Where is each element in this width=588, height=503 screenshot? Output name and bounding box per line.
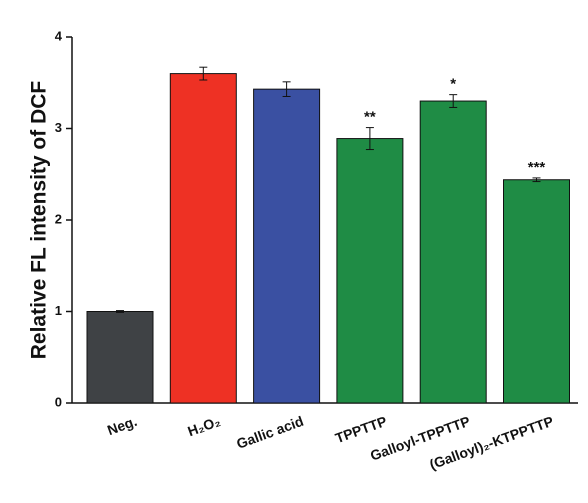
y-tick-label: 3: [55, 120, 62, 135]
error-bar: [282, 81, 291, 97]
y-tick-label: 0: [55, 394, 62, 409]
bar: [503, 179, 570, 404]
bar: [86, 311, 154, 404]
bar: [169, 73, 237, 404]
error-bar: [116, 310, 124, 313]
x-tick-label: TPPTTP: [333, 413, 389, 446]
significance-label: **: [364, 109, 376, 126]
x-tick-label: Gallic acid: [234, 413, 305, 452]
x-tick-label: Neg.: [105, 413, 139, 438]
y-tick-label: 1: [55, 303, 62, 318]
y-tick-label: 2: [55, 211, 62, 226]
significance-label: *: [450, 76, 456, 93]
bar: [253, 88, 321, 404]
bar: [336, 138, 404, 404]
significance-label: ***: [528, 159, 546, 176]
error-bar: [449, 94, 458, 108]
y-axis-title: Relative FL intensity of DCF: [28, 81, 51, 360]
bar: [419, 100, 487, 404]
error-bar: [365, 127, 374, 151]
error-bar: [532, 177, 541, 183]
error-bar: [199, 66, 208, 81]
y-tick-label: 4: [55, 28, 63, 43]
x-tick-label: H₂O₂: [185, 413, 222, 439]
